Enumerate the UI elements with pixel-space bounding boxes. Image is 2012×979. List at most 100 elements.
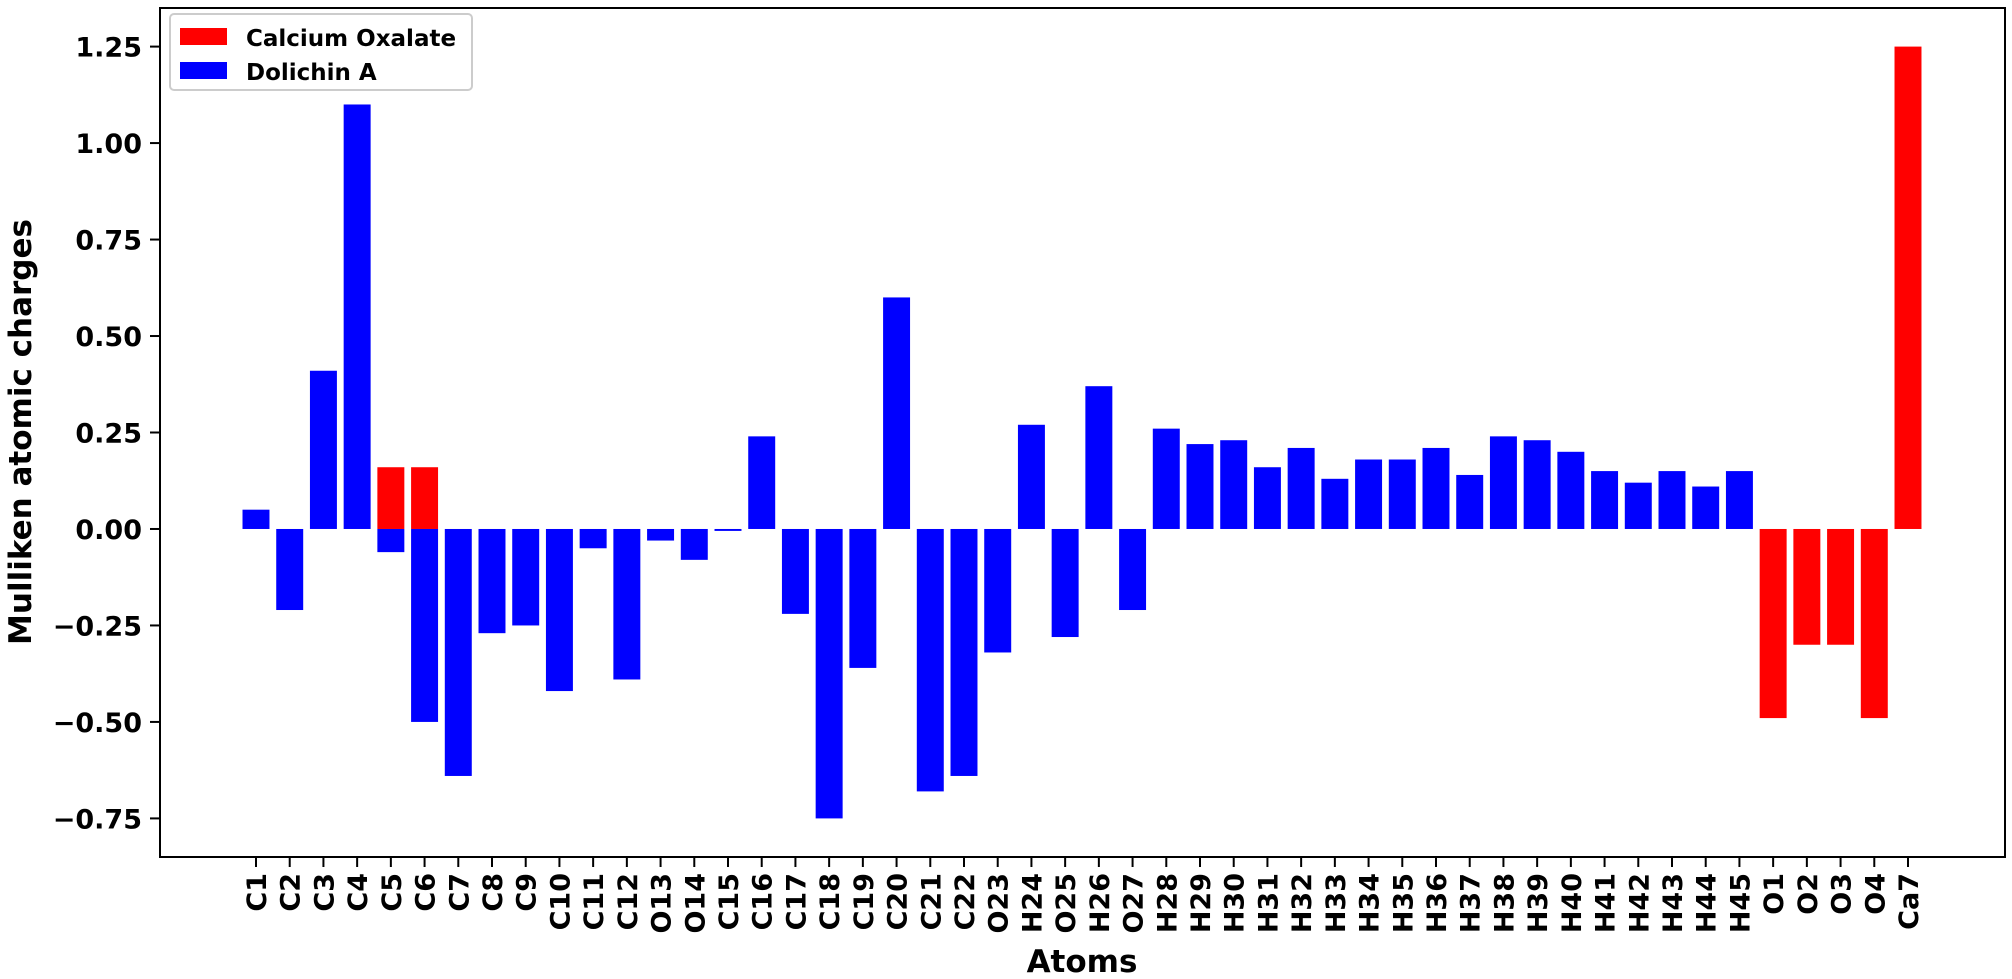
bar-dolichin-a-h40 (1557, 451, 1585, 529)
bar-dolichin-a-c1 (242, 509, 270, 529)
x-tick-label-h30: H30 (1220, 873, 1251, 933)
bar-dolichin-a-c18 (815, 528, 843, 819)
bar-calcium-oxalate-ca7 (1894, 46, 1922, 529)
x-tick-label-o14: O14 (680, 873, 711, 934)
bar-dolichin-a-c8 (478, 528, 506, 634)
y-tick-label: −0.50 (53, 708, 142, 739)
legend-frame (169, 13, 473, 91)
bar-dolichin-a-c10 (545, 528, 573, 692)
legend-label-calcium-oxalate: Calcium Oxalate (246, 26, 456, 52)
bar-dolichin-a-h35 (1388, 459, 1416, 529)
bar-dolichin-a-h24 (1017, 424, 1045, 529)
bar-dolichin-a-o13 (647, 528, 675, 541)
bar-dolichin-a-h41 (1591, 471, 1619, 529)
x-tick-label-o27: O27 (1119, 873, 1150, 934)
x-tick-label-c1: C1 (242, 873, 273, 912)
x-tick-label-c22: C22 (950, 873, 981, 930)
bar-dolichin-a-h28 (1152, 428, 1180, 529)
bar-calcium-oxalate-o4 (1860, 528, 1888, 719)
bar-dolichin-a-c5 (377, 528, 405, 553)
x-tick-label-h38: H38 (1489, 873, 1520, 933)
x-tick-label-o1: O1 (1759, 873, 1790, 915)
bar-dolichin-a-h30 (1220, 440, 1248, 529)
x-tick-label-c5: C5 (377, 873, 408, 912)
bar-dolichin-a-c16 (748, 436, 776, 529)
bar-dolichin-a-c21 (916, 528, 944, 792)
y-tick-label: −0.25 (53, 611, 142, 642)
x-tick-label-h45: H45 (1725, 873, 1756, 933)
x-tick-label-c9: C9 (512, 873, 543, 912)
x-axis-ticks: C1 C2 C3 C4 C5 C6 C7 C8 C9 C10 C11 C12 O13 O14 C15 C16 C… (242, 857, 1925, 934)
bar-dolichin-a-c17 (781, 528, 809, 614)
bar-dolichin-a-c15 (714, 528, 742, 531)
x-tick-label-o23: O23 (984, 873, 1015, 934)
x-tick-label-o3: O3 (1827, 873, 1858, 915)
bar-dolichin-a-h26 (1085, 386, 1113, 529)
bar-dolichin-a-h39 (1523, 440, 1551, 529)
y-axis-ticks: −0.75 −0.50 −0.25 0.00 0.25 0.50 0.75 1.00 1.25 (53, 33, 160, 835)
bar-dolichin-a-c2 (276, 528, 304, 611)
x-tick-label-h26: H26 (1085, 873, 1116, 933)
legend-swatch-calcium-oxalate (180, 28, 227, 45)
x-tick-label-c18: C18 (815, 873, 846, 930)
x-tick-label-c17: C17 (781, 873, 812, 930)
bar-dolichin-a-h43 (1658, 471, 1686, 529)
bar-dolichin-a-h31 (1253, 467, 1281, 529)
bar-dolichin-a-h45 (1725, 471, 1753, 529)
bar-dolichin-a-h44 (1692, 486, 1720, 529)
x-tick-label-c21: C21 (916, 873, 947, 930)
bar-calcium-oxalate-o1 (1759, 528, 1787, 719)
bar-dolichin-a-c11 (579, 528, 607, 549)
x-tick-label-h37: H37 (1456, 873, 1487, 933)
bar-dolichin-a-c20 (883, 297, 911, 529)
bars-group (242, 46, 1922, 819)
bar-dolichin-a-h33 (1321, 478, 1349, 529)
x-tick-label-h42: H42 (1624, 873, 1655, 933)
x-tick-label-c15: C15 (714, 873, 745, 930)
x-tick-label-h40: H40 (1557, 873, 1588, 933)
x-axis-title: Atoms (1027, 944, 1138, 979)
bar-dolichin-a-c19 (849, 528, 877, 668)
x-tick-label-h41: H41 (1591, 873, 1622, 933)
x-tick-label-h33: H33 (1321, 873, 1352, 933)
x-tick-label-c6: C6 (411, 873, 442, 912)
x-tick-label-c20: C20 (883, 873, 914, 930)
x-tick-label-c4: C4 (343, 873, 374, 912)
bar-dolichin-a-h42 (1624, 482, 1652, 529)
bar-calcium-oxalate-o3 (1827, 528, 1855, 645)
bar-dolichin-a-o14 (680, 528, 708, 560)
x-tick-label-h35: H35 (1388, 873, 1419, 933)
bar-dolichin-a-c22 (950, 528, 978, 776)
y-tick-label: 1.25 (75, 33, 142, 64)
bar-dolichin-a-c3 (309, 370, 337, 529)
bar-calcium-oxalate-o2 (1793, 528, 1821, 645)
bar-dolichin-a-c6 (411, 528, 439, 722)
y-tick-label: 0.00 (75, 515, 142, 546)
x-tick-label-c10: C10 (545, 873, 576, 930)
y-tick-label: 1.00 (75, 129, 142, 160)
x-tick-label-c3: C3 (309, 873, 340, 912)
bar-dolichin-a-o25 (1051, 528, 1079, 638)
bar-dolichin-a-o23 (984, 528, 1012, 653)
x-tick-label-h32: H32 (1287, 873, 1318, 933)
x-tick-label-h39: H39 (1523, 873, 1554, 933)
bar-dolichin-a-h34 (1355, 459, 1383, 529)
x-tick-label-o4: O4 (1860, 873, 1891, 915)
bar-dolichin-a-c7 (444, 528, 472, 776)
x-tick-label-o2: O2 (1793, 873, 1824, 915)
x-tick-label-c12: C12 (613, 873, 644, 930)
x-tick-label-h43: H43 (1658, 873, 1689, 933)
x-tick-label-c7: C7 (444, 873, 475, 912)
bar-dolichin-a-h36 (1422, 447, 1450, 529)
x-tick-label-o13: O13 (647, 873, 678, 934)
x-tick-label-c16: C16 (748, 873, 779, 930)
x-tick-label-h28: H28 (1152, 873, 1183, 933)
bar-dolichin-a-c4 (343, 104, 371, 529)
x-tick-label-h34: H34 (1355, 873, 1386, 933)
legend-label-dolichin-a: Dolichin A (246, 60, 377, 86)
bar-dolichin-a-o27 (1119, 528, 1147, 611)
x-tick-label-c8: C8 (478, 873, 509, 912)
y-tick-label: 0.25 (75, 419, 142, 450)
x-tick-label-c2: C2 (276, 873, 307, 912)
